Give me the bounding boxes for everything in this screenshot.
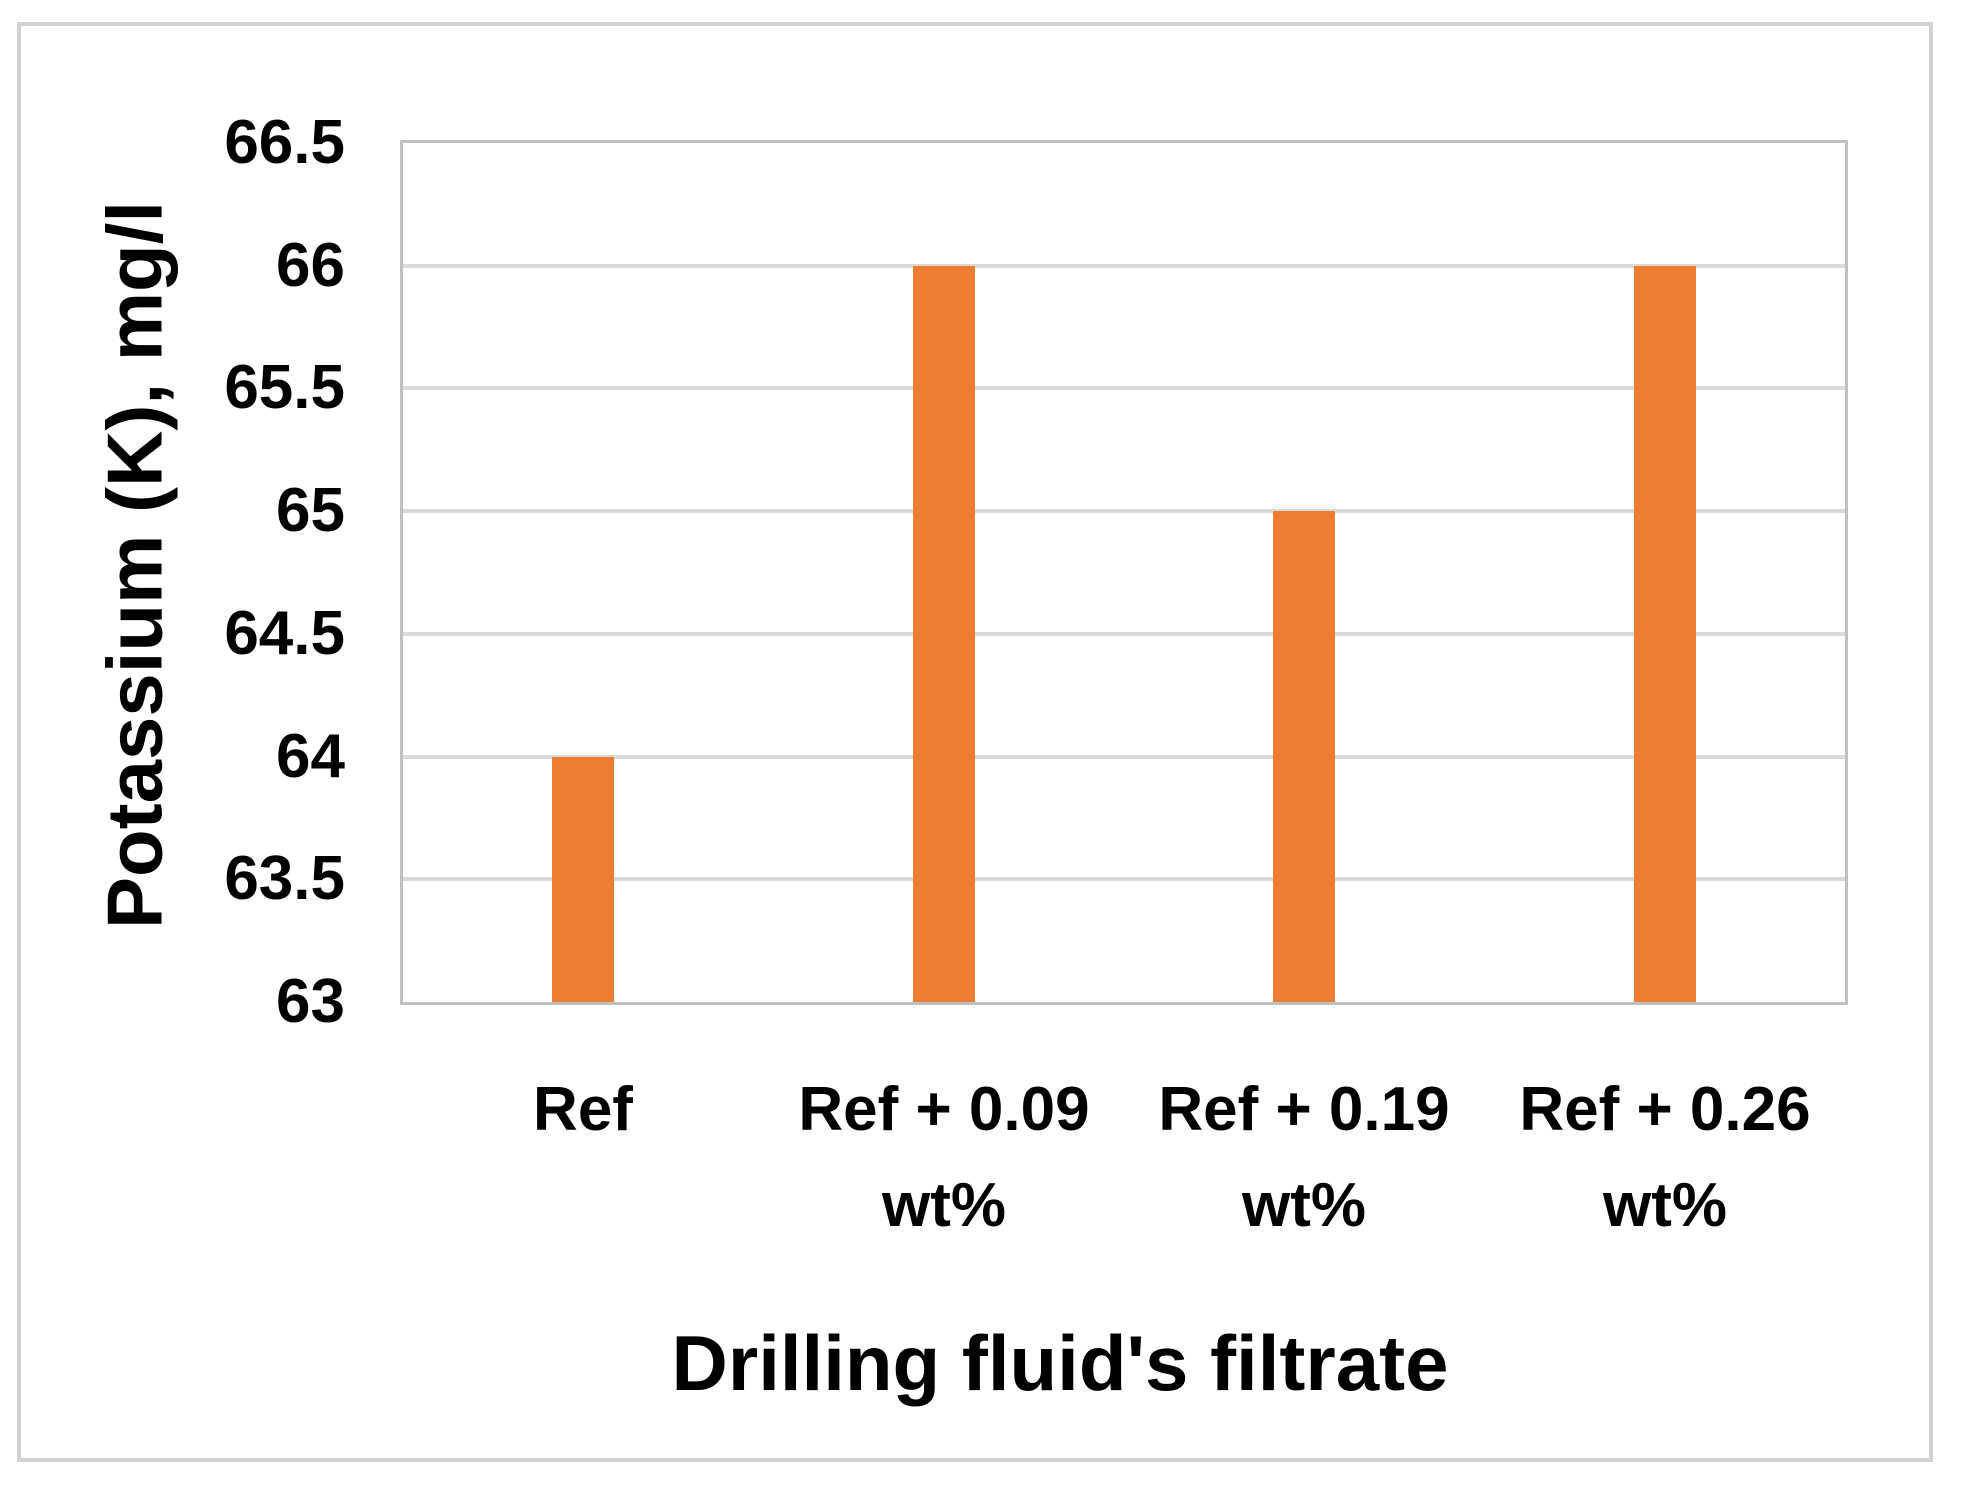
y-tick-label: 66 bbox=[276, 231, 345, 300]
x-category-label: Ref bbox=[383, 1062, 783, 1158]
x-category-label-line: Ref bbox=[533, 1075, 633, 1144]
gridline bbox=[403, 264, 1845, 268]
x-category-label-line: wt% bbox=[882, 1171, 1006, 1240]
bar bbox=[913, 266, 975, 1002]
x-category-label: Ref + 0.26 wt% bbox=[1465, 1062, 1865, 1254]
y-tick-label: 65 bbox=[276, 476, 345, 545]
gridline bbox=[403, 509, 1845, 513]
y-tick-label: 63.5 bbox=[224, 844, 345, 913]
gridline bbox=[403, 386, 1845, 390]
bar bbox=[552, 757, 614, 1002]
y-tick-label: 63 bbox=[276, 967, 345, 1036]
bar bbox=[1634, 266, 1696, 1002]
gridline bbox=[403, 877, 1845, 881]
x-category-label-line: wt% bbox=[1242, 1171, 1366, 1240]
x-category-label: Ref + 0.09 wt% bbox=[744, 1062, 1144, 1254]
x-axis-title: Drilling fluid's filtrate bbox=[671, 1319, 1449, 1407]
x-category-label-line: wt% bbox=[1603, 1171, 1727, 1240]
gridline bbox=[403, 755, 1845, 759]
x-category-label-line: Ref + 0.09 bbox=[798, 1075, 1090, 1144]
y-tick-label: 65.5 bbox=[224, 353, 345, 422]
plot-area bbox=[400, 140, 1848, 1005]
x-category-label-line: Ref + 0.26 bbox=[1519, 1075, 1811, 1144]
y-tick-label: 64.5 bbox=[224, 599, 345, 668]
y-tick-label: 66.5 bbox=[224, 108, 345, 177]
bar bbox=[1273, 511, 1335, 1002]
x-category-label: Ref + 0.19 wt% bbox=[1104, 1062, 1504, 1254]
gridline bbox=[403, 632, 1845, 636]
y-tick-label: 64 bbox=[276, 722, 345, 791]
x-category-label-line: Ref + 0.19 bbox=[1158, 1075, 1450, 1144]
y-axis-title: Potassium (K), mg/l bbox=[90, 200, 179, 930]
